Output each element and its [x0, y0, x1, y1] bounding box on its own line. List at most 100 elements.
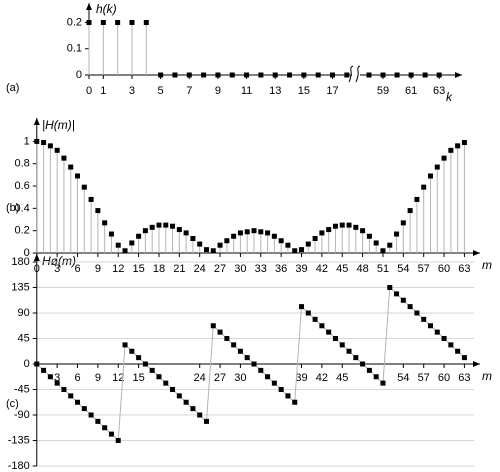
- marker: [461, 140, 467, 146]
- marker: [436, 72, 442, 78]
- x-tick-label: 9: [95, 263, 101, 275]
- marker: [366, 367, 372, 373]
- y-tick-label: 90: [18, 307, 30, 319]
- marker: [299, 304, 305, 310]
- marker: [41, 367, 47, 373]
- y-tick-label: 0.2: [14, 225, 29, 237]
- y-tick-label: -90: [14, 409, 30, 421]
- marker: [203, 418, 209, 424]
- y-tick-label: 0: [24, 247, 30, 259]
- x-tick-label: 30: [234, 372, 246, 384]
- marker: [197, 241, 203, 247]
- marker: [143, 20, 149, 25]
- x-tick-label: 24: [194, 372, 206, 384]
- marker: [231, 342, 237, 348]
- marker: [122, 342, 128, 348]
- x-tick-label: 30: [234, 263, 246, 275]
- x-tick-label: 63: [458, 372, 470, 384]
- marker: [394, 231, 400, 237]
- marker: [265, 230, 271, 236]
- marker: [129, 20, 135, 25]
- marker: [54, 380, 60, 386]
- x-tick-label: 9: [95, 372, 101, 384]
- marker: [360, 228, 366, 234]
- marker: [319, 323, 325, 329]
- x-tick-label: 12: [112, 263, 124, 275]
- marker: [278, 238, 284, 244]
- x-tick-label: 27: [214, 263, 226, 275]
- marker: [366, 233, 372, 239]
- marker: [244, 72, 250, 78]
- x-tick-label: 5: [158, 85, 164, 97]
- marker: [330, 72, 336, 78]
- marker: [332, 336, 338, 341]
- y-tick-label: 0.6: [14, 180, 29, 192]
- y-tick-label: 0: [76, 69, 82, 81]
- y-tick-label: 180: [11, 256, 29, 268]
- marker: [394, 291, 400, 297]
- marker: [229, 72, 235, 78]
- x-tick-label: 59: [377, 85, 389, 97]
- x-tick-label: 7: [186, 85, 192, 97]
- marker: [301, 72, 307, 78]
- x-tick-label: 33: [255, 263, 267, 275]
- marker: [34, 138, 40, 144]
- marker: [319, 230, 325, 236]
- marker: [339, 222, 345, 228]
- marker: [203, 247, 209, 253]
- x-tick-label: 45: [336, 263, 348, 275]
- marker: [400, 220, 406, 226]
- x-tick-label: 48: [356, 263, 368, 275]
- marker: [190, 406, 196, 412]
- x-tick-label: 63: [458, 263, 470, 275]
- panel-label: (a): [6, 82, 19, 94]
- x-tick-label: 60: [438, 263, 450, 275]
- marker: [122, 248, 128, 254]
- marker: [136, 233, 142, 239]
- marker: [434, 164, 440, 170]
- x-tick-label: 18: [153, 263, 165, 275]
- marker: [414, 196, 420, 202]
- marker: [251, 228, 257, 234]
- marker: [68, 393, 74, 399]
- y-axis-label: |H(m)|: [42, 118, 75, 132]
- marker: [448, 147, 454, 153]
- phase-line: [36, 286, 465, 442]
- marker: [346, 348, 352, 354]
- marker: [183, 230, 189, 236]
- marker: [387, 285, 393, 290]
- marker: [81, 184, 87, 190]
- y-axis-label: h(k): [96, 2, 117, 16]
- marker: [163, 380, 169, 386]
- marker: [373, 240, 379, 246]
- x-tick-label: 54: [397, 263, 409, 275]
- marker: [448, 342, 454, 348]
- x-tick-label: 3: [54, 263, 60, 275]
- marker: [455, 348, 461, 354]
- marker: [102, 220, 108, 226]
- x-tick-label: 6: [74, 263, 80, 275]
- axis-break: [348, 65, 361, 84]
- marker: [61, 155, 67, 161]
- marker: [292, 248, 298, 254]
- marker: [172, 72, 178, 78]
- x-tick-label: 3: [54, 372, 60, 384]
- marker: [186, 72, 192, 78]
- x-axis-label: m: [482, 258, 492, 272]
- marker: [170, 387, 176, 392]
- marker: [176, 393, 182, 399]
- marker: [271, 233, 277, 239]
- marker: [312, 316, 318, 322]
- x-axis-label: m: [482, 369, 492, 383]
- x-tick-label: 21: [173, 263, 185, 275]
- marker: [421, 316, 427, 322]
- x-tick-label: 51: [377, 263, 389, 275]
- marker: [149, 367, 155, 373]
- marker: [421, 184, 427, 190]
- x-tick-label: 57: [418, 263, 430, 275]
- x-tick-label: 61: [405, 85, 417, 97]
- marker: [380, 380, 386, 386]
- marker: [292, 399, 298, 405]
- marker: [251, 361, 257, 367]
